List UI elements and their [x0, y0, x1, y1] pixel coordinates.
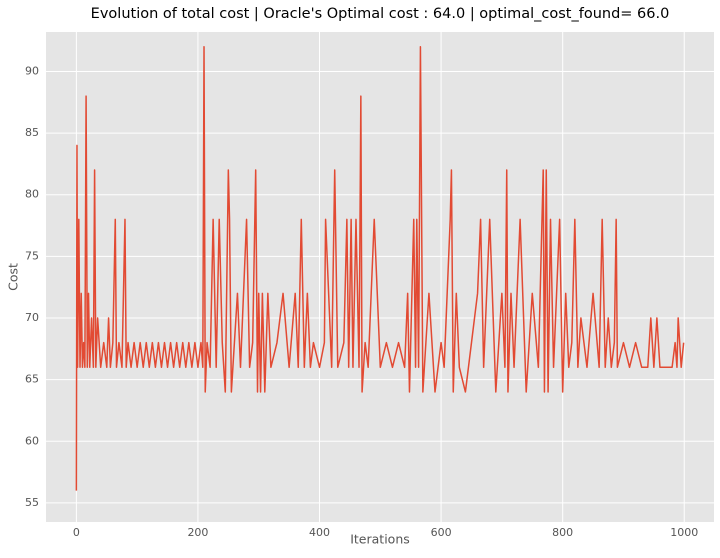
chart-title: Evolution of total cost | Oracle's Optim… — [91, 6, 670, 22]
x-tick-label: 800 — [552, 526, 573, 539]
x-axis-label: Iterations — [350, 532, 410, 547]
y-tick-label: 55 — [25, 496, 39, 509]
x-tick-label: 0 — [73, 526, 80, 539]
x-tick-label: 1000 — [670, 526, 698, 539]
x-tick-label: 600 — [431, 526, 452, 539]
x-tick-label: 200 — [187, 526, 208, 539]
cost-line — [75, 46, 685, 491]
y-tick-label: 75 — [25, 249, 39, 262]
y-tick-label: 80 — [25, 188, 39, 201]
plot-area — [46, 32, 714, 522]
y-tick-label: 85 — [25, 126, 39, 139]
x-tick-label: 400 — [309, 526, 330, 539]
y-tick-label: 60 — [25, 434, 39, 447]
y-tick-label: 65 — [25, 373, 39, 386]
y-tick-label: 70 — [25, 311, 39, 324]
y-tick-label: 90 — [25, 64, 39, 77]
y-axis-label: Cost — [6, 263, 21, 291]
